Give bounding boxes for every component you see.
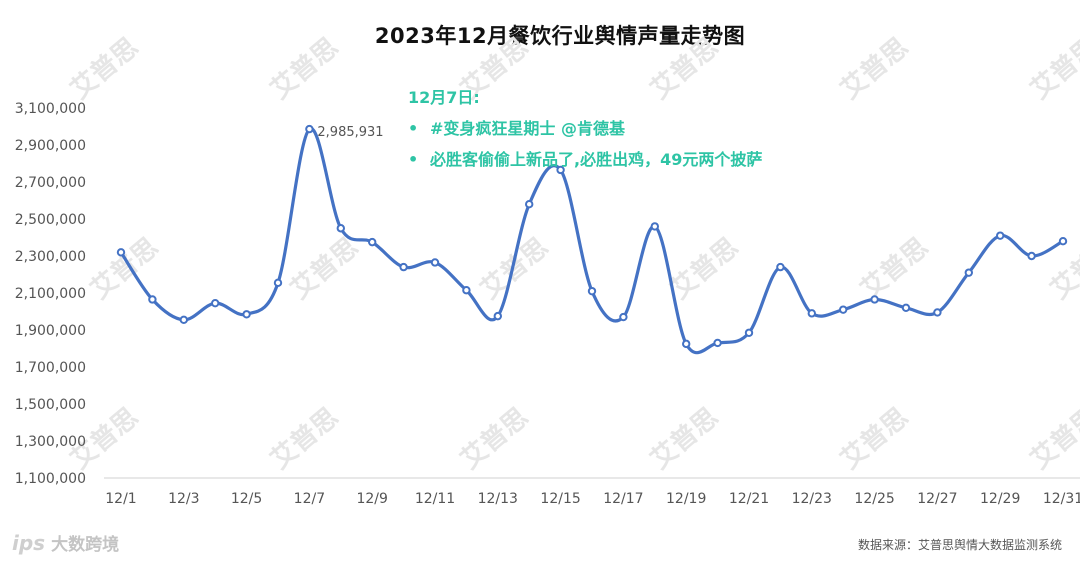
data-point [556, 165, 565, 175]
annotation-box: 12月7日: • #变身疯狂星期士 @肯德基 • 必胜客偷偷上新品了,必胜出鸡，49… [408, 82, 762, 175]
bullet-icon: • [408, 150, 419, 169]
x-tick-label: 12/13 [478, 491, 518, 507]
data-point [336, 224, 345, 233]
watermark-text: 艾普思 [85, 231, 165, 305]
data-point [211, 298, 220, 308]
watermark-text: 艾普思 [665, 231, 745, 305]
y-tick-label: 2,900,000 [15, 138, 86, 154]
data-point [116, 248, 126, 257]
x-tick-label: 12/11 [415, 491, 455, 507]
data-label-layer: 2,985,931 [317, 125, 383, 140]
watermark-text: 艾普思 [475, 231, 555, 305]
data-point [807, 309, 816, 318]
axes: 1,100,000 1,300,000 1,500,000 1,700,000 1,90… [15, 101, 1080, 507]
x-tick-label: 12/19 [666, 491, 706, 507]
y-tick-label: 2,700,000 [15, 175, 86, 191]
data-point [493, 311, 502, 321]
annotation-item: • #变身疯狂星期士 @肯德基 [408, 113, 762, 144]
watermark-text: 艾普思 [1025, 401, 1080, 475]
watermark-text: 艾普思 [265, 401, 345, 475]
y-tick-label: 3,100,000 [15, 101, 86, 117]
data-label: 2,985,931 [317, 125, 383, 140]
ips-logo-icon: ips [12, 531, 46, 555]
annotation-item: • 必胜客偷偷上新品了,必胜出鸡，49元两个披萨 [408, 144, 762, 175]
data-point [744, 328, 754, 337]
data-point [1027, 251, 1036, 261]
data-point [933, 308, 942, 317]
data-point [587, 286, 597, 296]
x-tick-label: 12/21 [729, 491, 769, 507]
data-point [462, 286, 471, 295]
y-tick-label: 1,900,000 [15, 323, 86, 339]
data-point [305, 124, 314, 134]
data-point [901, 303, 911, 312]
x-tick-label: 12/5 [231, 491, 262, 507]
source-note: 数据来源：艾普思舆情大数据监测系统 [857, 538, 1062, 552]
annotation-item-text: 必胜客偷偷上新品了,必胜出鸡，49元两个披萨 [430, 150, 763, 169]
data-point [964, 268, 973, 277]
data-point [839, 305, 848, 314]
data-point [525, 200, 534, 209]
x-tick-label: 12/3 [168, 491, 199, 507]
y-tick-label: 2,500,000 [15, 212, 86, 228]
data-point [1058, 237, 1068, 246]
x-tick-label: 12/27 [917, 491, 957, 507]
x-tick-label: 12/29 [980, 491, 1020, 507]
y-tick-label: 2,300,000 [15, 249, 86, 265]
chart-title: 2023年12月餐饮行业舆情声量走势图 [374, 24, 746, 48]
series-line [119, 127, 1065, 355]
y-tick-label: 1,300,000 [15, 434, 86, 450]
x-tick-label: 12/15 [540, 491, 580, 507]
data-point [430, 258, 440, 267]
data-point [368, 237, 377, 247]
data-point [650, 222, 659, 231]
x-tick-label: 12/25 [854, 491, 894, 507]
y-tick-label: 1,700,000 [15, 360, 86, 376]
watermark-text: 艾普思 [835, 31, 915, 105]
watermark-text: 艾普思 [285, 231, 365, 305]
data-point [273, 278, 283, 288]
data-point [776, 262, 785, 272]
x-tick-label: 12/1 [105, 491, 136, 507]
brand-logo: ips 大数跨境 [12, 530, 119, 555]
annotation-heading: 12月7日: [408, 88, 480, 107]
data-point [870, 295, 879, 304]
data-point [148, 295, 157, 304]
watermark-text: 艾普思 [65, 31, 145, 105]
series-layer [116, 124, 1068, 355]
watermark-text: 艾普思 [835, 401, 915, 475]
x-tick-label: 12/31 [1043, 491, 1080, 507]
watermark-text: 艾普思 [645, 401, 725, 475]
y-tick-label: 1,100,000 [15, 471, 86, 487]
data-point [242, 310, 251, 319]
x-tick-label: 12/7 [294, 491, 325, 507]
watermark-text: 艾普思 [1025, 31, 1080, 105]
annotation-item-text: #变身疯狂星期士 @肯德基 [430, 119, 625, 138]
bullet-icon: • [408, 119, 419, 138]
data-point [619, 312, 628, 322]
watermark-text: 艾普思 [265, 31, 345, 105]
data-point [682, 339, 691, 349]
data-point [179, 315, 189, 325]
brand-name: 大数跨境 [51, 535, 120, 555]
y-tick-label: 2,100,000 [15, 286, 86, 302]
x-tick-label: 12/23 [792, 491, 832, 507]
y-tick-label: 1,500,000 [15, 397, 86, 413]
x-tick-label: 12/17 [603, 491, 643, 507]
data-point [399, 262, 408, 272]
x-tick-label: 12/9 [356, 491, 387, 507]
watermark-text: 艾普思 [455, 401, 535, 475]
data-point [713, 338, 722, 348]
data-point [996, 231, 1005, 240]
watermark-text: 艾普思 [855, 231, 935, 305]
